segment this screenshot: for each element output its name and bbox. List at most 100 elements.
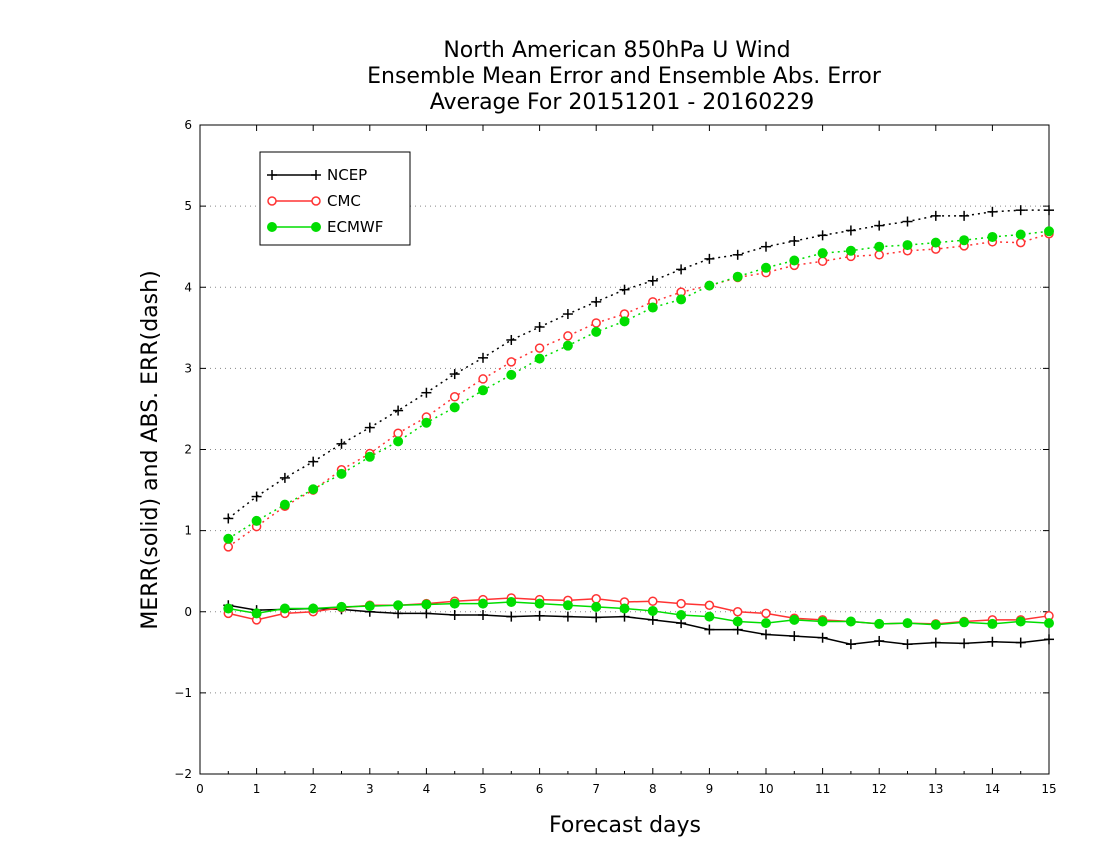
- mean-err-point-ncep: [421, 608, 432, 619]
- x-tick-label: 8: [649, 782, 657, 796]
- abs-err-point-ncep: [987, 206, 998, 217]
- abs-err-point-ecmwf: [364, 451, 375, 462]
- mean-err-point-ecmwf: [336, 601, 347, 612]
- abs-err-point-ncep: [364, 422, 375, 433]
- legend-label-cmc: CMC: [327, 192, 361, 210]
- abs-err-point-ecmwf: [223, 533, 234, 544]
- abs-err-point-ncep: [1015, 205, 1026, 216]
- abs-err-point-ncep: [874, 220, 885, 231]
- x-tick-label: 13: [928, 782, 943, 796]
- mean-err-point-ecmwf: [789, 614, 800, 625]
- x-tick-label: 4: [423, 782, 431, 796]
- y-tick-label: 1: [184, 524, 192, 538]
- abs-err-point-cmc: [223, 542, 234, 552]
- mean-err-point-ecmwf: [647, 605, 658, 616]
- mean-err-point-ncep: [987, 636, 998, 647]
- abs-err-line-cmc: [227, 232, 1050, 548]
- abs-err-point-ecmwf: [732, 271, 743, 282]
- abs-err-point-ecmwf: [506, 369, 517, 380]
- legend-marker-ncep: [311, 170, 321, 180]
- mean-err-point-ecmwf: [478, 598, 488, 609]
- mean-err-point-ncep: [902, 639, 913, 650]
- abs-err-point-ecmwf: [761, 262, 771, 273]
- abs-err-point-ecmwf: [647, 302, 658, 313]
- x-tick-label: 2: [309, 782, 317, 796]
- mean-err-point-ecmwf: [364, 601, 375, 612]
- abs-err-point-ncep: [393, 405, 404, 416]
- mean-err-point-ecmwf: [959, 617, 970, 628]
- abs-err-point-ecmwf: [987, 231, 998, 242]
- x-tick-label: 14: [985, 782, 1000, 796]
- abs-err-point-ecmwf: [279, 499, 290, 510]
- x-tick-label: 9: [706, 782, 714, 796]
- mean-err-point-ncep: [1044, 634, 1054, 645]
- mean-err-point-ecmwf: [1015, 616, 1026, 627]
- abs-err-point-ncep: [1044, 205, 1054, 216]
- abs-err-point-ecmwf: [562, 340, 573, 351]
- chart-title: North American 850hPa U Wind Ensemble Me…: [367, 38, 882, 115]
- mean-err-point-ncep: [647, 614, 658, 625]
- abs-err-point-ncep: [534, 322, 545, 333]
- mean-err-point-ncep: [704, 624, 715, 635]
- abs-err-point-ncep: [421, 387, 432, 398]
- abs-err-point-ecmwf: [308, 484, 319, 495]
- x-tick-label: 0: [196, 782, 204, 796]
- abs-err-point-ncep: [591, 296, 602, 307]
- mean-err-point-cmc: [732, 607, 743, 617]
- x-tick-label: 12: [872, 782, 887, 796]
- x-axis-label: Forecast days: [549, 813, 701, 838]
- legend-marker-ncep: [267, 170, 277, 180]
- y-tick-label: 0: [184, 605, 192, 619]
- legend-marker-ecmwf: [311, 222, 321, 232]
- mean-err-point-cmc: [591, 594, 601, 604]
- legend-label-ncep: NCEP: [327, 166, 367, 184]
- abs-err-point-cmc: [874, 250, 884, 260]
- mean-err-point-ncep: [959, 638, 970, 649]
- abs-err-point-cmc: [817, 256, 828, 267]
- abs-err-point-ecmwf: [817, 248, 828, 259]
- abs-err-point-ecmwf: [874, 241, 885, 252]
- mean-err-point-ecmwf: [874, 618, 885, 629]
- y-tick-label: 2: [184, 443, 192, 457]
- abs-err-point-ecmwf: [676, 294, 687, 305]
- abs-err-point-ecmwf: [1015, 229, 1026, 240]
- mean-err-point-ncep: [874, 635, 885, 646]
- abs-err-point-cmc: [393, 428, 403, 439]
- mean-err-point-ncep: [591, 612, 602, 623]
- y-tick-label: 5: [184, 199, 192, 213]
- abs-err-point-ecmwf: [789, 255, 800, 266]
- abs-err-point-ecmwf: [704, 280, 715, 291]
- mean-err-point-ncep: [761, 629, 771, 640]
- abs-err-point-cmc: [1015, 237, 1026, 248]
- abs-err-point-ncep: [449, 369, 460, 380]
- abs-err-point-ncep: [279, 472, 290, 483]
- mean-err-point-ecmwf: [534, 598, 545, 609]
- legend-label-ecmwf: ECMWF: [327, 218, 383, 236]
- mean-err-point-ncep: [1015, 637, 1026, 648]
- abs-err-point-ecmwf: [534, 353, 545, 364]
- abs-err-point-ncep: [817, 230, 828, 241]
- abs-err-point-ecmwf: [478, 385, 488, 396]
- mean-err-line-ecmwf: [228, 601, 1050, 626]
- x-tick-label: 11: [815, 782, 830, 796]
- mean-err-point-ncep: [506, 611, 517, 622]
- abs-err-point-ecmwf: [930, 237, 941, 248]
- abs-err-point-ncep: [647, 275, 658, 286]
- chart-title-line-1: North American 850hPa U Wind: [443, 38, 790, 63]
- mean-err-point-ecmwf: [619, 603, 630, 614]
- abs-err-point-cmc: [506, 357, 517, 367]
- abs-err-point-ncep: [562, 309, 573, 320]
- abs-err-point-ncep: [902, 216, 913, 227]
- abs-err-point-ncep: [930, 210, 941, 221]
- mean-err-point-ecmwf: [761, 618, 771, 629]
- legend-marker-cmc: [267, 196, 277, 206]
- abs-err-point-ncep: [676, 264, 687, 275]
- mean-err-point-ecmwf: [902, 618, 913, 629]
- mean-err-point-ncep: [478, 609, 488, 620]
- abs-err-point-ncep: [251, 491, 262, 502]
- mean-err-point-ecmwf: [676, 609, 687, 620]
- series-layer: [223, 205, 1054, 650]
- mean-err-point-ncep: [534, 610, 545, 621]
- mean-err-point-ncep: [845, 639, 856, 650]
